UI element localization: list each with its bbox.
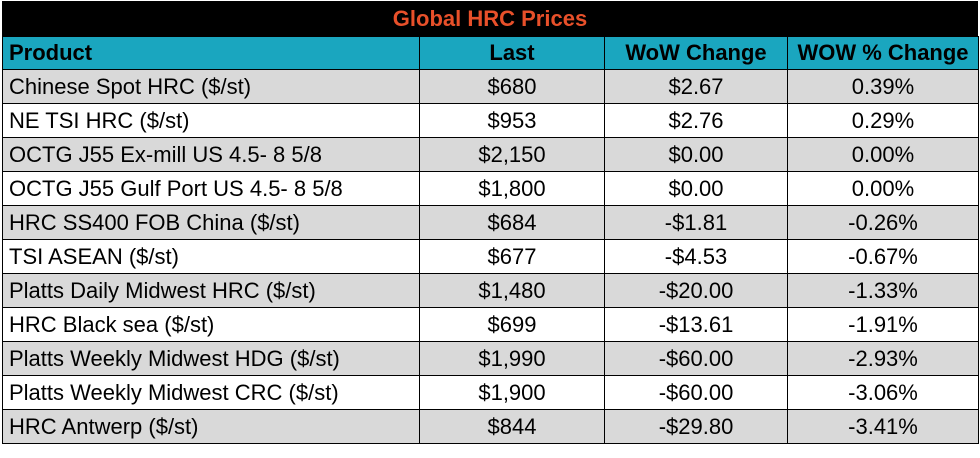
table-row: HRC SS400 FOB China ($/st) $684 -$1.81 -… [2, 205, 979, 240]
cell-wow-pct-change: -3.06% [787, 375, 979, 410]
table-row: Platts Weekly Midwest CRC ($/st) $1,900 … [2, 375, 979, 410]
table-row: HRC Black sea ($/st) $699 -$13.61 -1.91% [2, 307, 979, 342]
cell-product: TSI ASEAN ($/st) [2, 239, 420, 274]
table-title: Global HRC Prices [2, 1, 978, 36]
cell-last: $844 [419, 409, 605, 444]
table-row: HRC Antwerp ($/st) $844 -$29.80 -3.41% [2, 409, 979, 444]
header-wow-change: WoW Change [604, 36, 788, 70]
cell-wow-pct-change: -0.26% [787, 205, 979, 240]
cell-product: Platts Weekly Midwest CRC ($/st) [2, 375, 420, 410]
table-row: OCTG J55 Ex-mill US 4.5- 8 5/8 $2,150 $0… [2, 137, 979, 172]
header-row: Product Last WoW Change WOW % Change [2, 36, 979, 70]
cell-wow-pct-change: 0.00% [787, 171, 979, 206]
cell-product: Platts Weekly Midwest HDG ($/st) [2, 341, 420, 376]
cell-wow-change: -$60.00 [604, 375, 788, 410]
table-row: TSI ASEAN ($/st) $677 -$4.53 -0.67% [2, 239, 979, 274]
cell-wow-change: -$29.80 [604, 409, 788, 444]
cell-last: $684 [419, 205, 605, 240]
cell-last: $1,480 [419, 273, 605, 308]
table-row: NE TSI HRC ($/st) $953 $2.76 0.29% [2, 103, 979, 138]
cell-wow-pct-change: -0.67% [787, 239, 979, 274]
table-row: Platts Daily Midwest HRC ($/st) $1,480 -… [2, 273, 979, 308]
header-wow-pct-change: WOW % Change [787, 36, 979, 70]
cell-last: $1,990 [419, 341, 605, 376]
cell-wow-change: $2.76 [604, 103, 788, 138]
cell-last: $1,900 [419, 375, 605, 410]
cell-wow-pct-change: -2.93% [787, 341, 979, 376]
cell-last: $699 [419, 307, 605, 342]
cell-product: HRC SS400 FOB China ($/st) [2, 205, 420, 240]
cell-wow-change: $0.00 [604, 137, 788, 172]
cell-wow-change: $0.00 [604, 171, 788, 206]
cell-wow-change: -$20.00 [604, 273, 788, 308]
cell-wow-pct-change: 0.39% [787, 69, 979, 104]
table-row: OCTG J55 Gulf Port US 4.5- 8 5/8 $1,800 … [2, 171, 979, 206]
cell-product: Platts Daily Midwest HRC ($/st) [2, 273, 420, 308]
cell-wow-pct-change: -1.33% [787, 273, 979, 308]
header-product: Product [2, 36, 420, 70]
cell-wow-change: -$4.53 [604, 239, 788, 274]
cell-wow-pct-change: 0.00% [787, 137, 979, 172]
cell-wow-change: -$60.00 [604, 341, 788, 376]
cell-product: Chinese Spot HRC ($/st) [2, 69, 420, 104]
cell-last: $953 [419, 103, 605, 138]
cell-wow-change: -$13.61 [604, 307, 788, 342]
cell-product: OCTG J55 Gulf Port US 4.5- 8 5/8 [2, 171, 420, 206]
cell-last: $680 [419, 69, 605, 104]
cell-product: NE TSI HRC ($/st) [2, 103, 420, 138]
cell-product: HRC Antwerp ($/st) [2, 409, 420, 444]
cell-wow-pct-change: 0.29% [787, 103, 979, 138]
cell-wow-change: $2.67 [604, 69, 788, 104]
cell-last: $677 [419, 239, 605, 274]
cell-wow-change: -$1.81 [604, 205, 788, 240]
table-row: Chinese Spot HRC ($/st) $680 $2.67 0.39% [2, 69, 979, 104]
cell-wow-pct-change: -1.91% [787, 307, 979, 342]
price-grid: Product Last WoW Change WOW % Change Chi… [2, 36, 979, 444]
cell-last: $1,800 [419, 171, 605, 206]
cell-wow-pct-change: -3.41% [787, 409, 979, 444]
cell-product: OCTG J55 Ex-mill US 4.5- 8 5/8 [2, 137, 420, 172]
cell-last: $2,150 [419, 137, 605, 172]
table-row: Platts Weekly Midwest HDG ($/st) $1,990 … [2, 341, 979, 376]
cell-product: HRC Black sea ($/st) [2, 307, 420, 342]
header-last: Last [419, 36, 605, 70]
